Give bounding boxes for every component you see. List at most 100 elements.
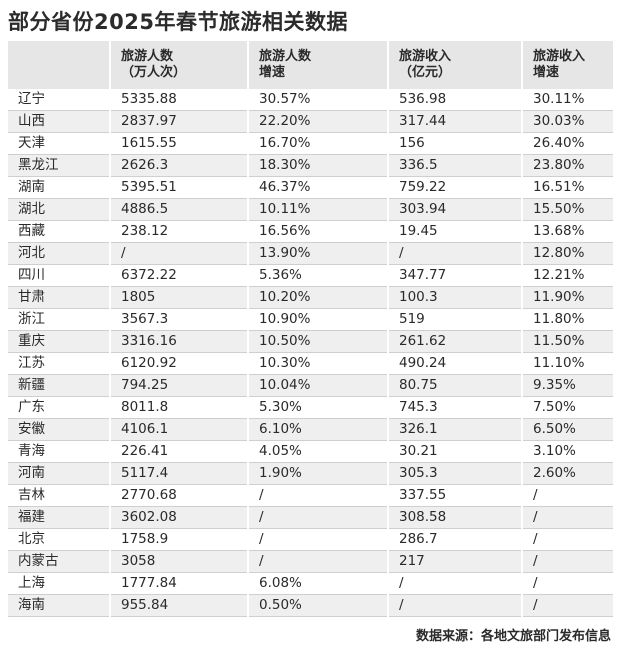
cell-revenue: 19.45 xyxy=(387,220,522,244)
table-row: 福建 3602.08/308.58/ xyxy=(8,506,613,530)
header-revenue: 旅游收入 （亿元） xyxy=(387,41,522,89)
table-row: 广东 8011.8 5.30% 745.3 7.50% xyxy=(8,396,613,420)
cell-province: 海南 xyxy=(8,594,110,618)
cell-province: 湖南 xyxy=(8,176,110,200)
cell-revenue-growth: 11.90% xyxy=(521,286,613,310)
cell-revenue-growth: / xyxy=(521,572,613,596)
table-row: 河北/13.90%/12.80% xyxy=(8,242,613,266)
cell-visitors-growth: 13.90% xyxy=(247,242,388,266)
table-body: 辽宁 5335.88 30.57% 536.98 30.11% 山西 2837.97 22.2… xyxy=(8,89,613,618)
cell-revenue: 519 xyxy=(387,308,522,332)
cell-revenue-growth: 16.51% xyxy=(521,176,613,200)
table-row: 湖南 5395.51 46.37% 759.22 16.51% xyxy=(8,176,613,200)
table-row: 四川 6372.22 5.36% 347.77 12.21% xyxy=(8,264,613,288)
table-row: 上海 1777.84 6.08% / / xyxy=(8,572,613,596)
cell-revenue-growth: 7.50% xyxy=(521,396,613,420)
cell-province: 上海 xyxy=(8,572,110,596)
cell-visitors: 8011.8 xyxy=(109,396,248,420)
cell-visitors-growth: / xyxy=(247,550,388,574)
cell-province: 河南 xyxy=(8,462,110,486)
header-revenue-line2: （亿元） xyxy=(399,65,452,80)
cell-revenue: 337.55 xyxy=(387,484,522,508)
header-revenue-line1: 旅游收入 xyxy=(399,49,452,64)
cell-revenue-growth: 2.60% xyxy=(521,462,613,486)
cell-visitors: 5335.88 xyxy=(109,89,248,112)
cell-revenue: 536.98 xyxy=(387,89,522,112)
cell-province: 西藏 xyxy=(8,220,110,244)
table-header-row: 旅游人数 （万人次） 旅游人数 增速 旅游收入 （亿元） 旅游收入 增速 xyxy=(8,41,613,89)
cell-revenue: 156 xyxy=(387,132,522,156)
cell-revenue-growth: 11.10% xyxy=(521,352,613,376)
cell-visitors: 2626.3 xyxy=(109,154,248,178)
header-visitors-growth-line2: 增速 xyxy=(259,65,286,80)
cell-revenue-growth: 15.50% xyxy=(521,198,613,222)
cell-revenue: / xyxy=(387,572,522,596)
table-row: 天津 1615.55 16.70% 156 26.40% xyxy=(8,132,613,156)
cell-revenue: 347.77 xyxy=(387,264,522,288)
cell-province: 吉林 xyxy=(8,484,110,508)
table-row: 北京 1758.9/286.7/ xyxy=(8,528,613,552)
cell-province: 河北 xyxy=(8,242,110,266)
cell-province: 天津 xyxy=(8,132,110,156)
table-row: 西藏 238.12 16.56% 19.45 13.68% xyxy=(8,220,613,244)
cell-revenue: 80.75 xyxy=(387,374,522,398)
cell-visitors: 238.12 xyxy=(109,220,248,244)
cell-visitors-growth: 46.37% xyxy=(247,176,388,200)
cell-province: 安徽 xyxy=(8,418,110,442)
cell-province: 福建 xyxy=(8,506,110,530)
cell-province: 甘肃 xyxy=(8,286,110,310)
cell-visitors-growth: 10.50% xyxy=(247,330,388,354)
table-row: 重庆 3316.16 10.50% 261.62 11.50% xyxy=(8,330,613,354)
cell-visitors: 1615.55 xyxy=(109,132,248,156)
cell-province: 广东 xyxy=(8,396,110,420)
cell-revenue-growth: 30.11% xyxy=(521,89,613,112)
cell-revenue-growth: 3.10% xyxy=(521,440,613,464)
cell-visitors-growth: / xyxy=(247,506,388,530)
cell-visitors-growth: / xyxy=(247,484,388,508)
table-row: 黑龙江 2626.3 18.30% 336.5 23.80% xyxy=(8,154,613,178)
header-visitors-growth-line1: 旅游人数 xyxy=(259,49,312,64)
table-row: 甘肃 1805 10.20% 100.3 11.90% xyxy=(8,286,613,310)
cell-revenue-growth: / xyxy=(521,594,613,618)
cell-visitors: 1805 xyxy=(109,286,248,310)
tourism-data-table: 旅游人数 （万人次） 旅游人数 增速 旅游收入 （亿元） 旅游收入 增速 辽宁 5… xyxy=(8,41,613,618)
cell-province: 青海 xyxy=(8,440,110,464)
cell-visitors: 226.41 xyxy=(109,440,248,464)
data-source-note: 数据来源：各地文旅部门发布信息 xyxy=(415,629,611,644)
cell-visitors: / xyxy=(109,242,248,266)
cell-revenue: 308.58 xyxy=(387,506,522,530)
cell-visitors: 6372.22 xyxy=(109,264,248,288)
cell-province: 江苏 xyxy=(8,352,110,376)
cell-visitors: 3316.16 xyxy=(109,330,248,354)
table-row: 吉林 2770.68/337.55/ xyxy=(8,484,613,508)
cell-visitors-growth: 6.10% xyxy=(247,418,388,442)
cell-visitors-growth: 6.08% xyxy=(247,572,388,596)
cell-visitors-growth: 0.50% xyxy=(247,594,388,618)
header-revenue-growth-line1: 旅游收入 xyxy=(533,49,586,64)
table-row: 安徽 4106.1 6.10% 326.1 6.50% xyxy=(8,418,613,442)
cell-visitors: 794.25 xyxy=(109,374,248,398)
cell-revenue-growth: 13.68% xyxy=(521,220,613,244)
table-row: 海南 955.84 0.50% / / xyxy=(8,594,613,618)
cell-visitors: 955.84 xyxy=(109,594,248,618)
cell-revenue: 759.22 xyxy=(387,176,522,200)
header-province xyxy=(8,41,110,89)
header-revenue-growth-line2: 增速 xyxy=(533,65,560,80)
cell-revenue: 745.3 xyxy=(387,396,522,420)
cell-revenue: / xyxy=(387,594,522,618)
cell-revenue-growth: 23.80% xyxy=(521,154,613,178)
cell-visitors-growth: 16.70% xyxy=(247,132,388,156)
cell-visitors-growth: 10.11% xyxy=(247,198,388,222)
cell-visitors: 2770.68 xyxy=(109,484,248,508)
table-row: 青海 226.41 4.05% 30.21 3.10% xyxy=(8,440,613,464)
cell-revenue: 303.94 xyxy=(387,198,522,222)
table-row: 江苏 6120.92 10.30% 490.24 11.10% xyxy=(8,352,613,376)
cell-province: 内蒙古 xyxy=(8,550,110,574)
cell-province: 山西 xyxy=(8,110,110,134)
cell-revenue-growth: / xyxy=(521,506,613,530)
cell-province: 重庆 xyxy=(8,330,110,354)
cell-revenue: / xyxy=(387,242,522,266)
cell-visitors: 1758.9 xyxy=(109,528,248,552)
cell-visitors-growth: 30.57% xyxy=(247,89,388,112)
cell-revenue: 30.21 xyxy=(387,440,522,464)
